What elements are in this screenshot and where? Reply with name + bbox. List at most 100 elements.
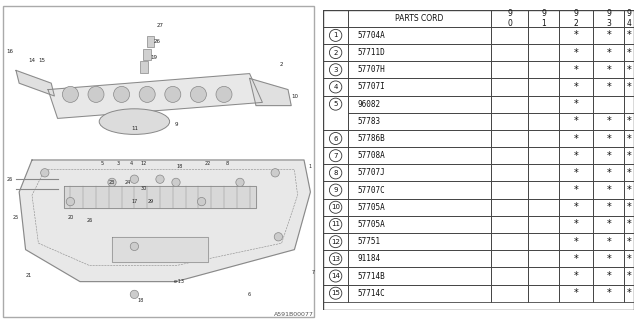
Bar: [624, 181, 634, 199]
Bar: [491, 164, 528, 181]
Text: *: *: [574, 220, 579, 229]
Bar: [348, 78, 491, 96]
Text: 5: 5: [333, 101, 338, 107]
Bar: [323, 250, 348, 268]
Text: 9: 9: [174, 122, 178, 127]
Bar: [348, 10, 491, 27]
Text: *: *: [627, 271, 631, 281]
Text: 2: 2: [280, 61, 284, 67]
Bar: [491, 130, 528, 147]
Text: *: *: [606, 151, 611, 161]
Circle shape: [191, 86, 206, 102]
Text: 9
2: 9 2: [573, 9, 579, 28]
Bar: [348, 199, 491, 216]
Text: 20: 20: [67, 215, 74, 220]
Circle shape: [197, 197, 206, 206]
Bar: [323, 181, 348, 199]
Text: 14: 14: [331, 273, 340, 279]
Text: *: *: [606, 82, 611, 92]
Bar: [624, 199, 634, 216]
Circle shape: [216, 86, 232, 102]
Bar: [323, 10, 348, 27]
Bar: [593, 268, 624, 284]
Bar: [559, 27, 593, 44]
Text: 14: 14: [29, 58, 35, 63]
Bar: [348, 164, 491, 181]
Text: 4: 4: [130, 161, 132, 166]
Text: 24: 24: [125, 180, 131, 185]
Bar: [559, 113, 593, 130]
Text: 57704A: 57704A: [357, 31, 385, 40]
Text: 18: 18: [138, 298, 144, 303]
Text: *: *: [627, 220, 631, 229]
Text: 16: 16: [6, 49, 13, 54]
Text: 2: 2: [333, 50, 338, 56]
Text: *: *: [574, 82, 579, 92]
Polygon shape: [112, 237, 208, 262]
Text: 57714C: 57714C: [357, 289, 385, 298]
Text: PARTS CORD: PARTS CORD: [396, 14, 444, 23]
Circle shape: [330, 184, 342, 196]
Bar: [528, 233, 559, 250]
Circle shape: [330, 236, 342, 248]
Bar: [323, 284, 348, 302]
Circle shape: [108, 178, 116, 187]
Circle shape: [236, 178, 244, 187]
Bar: [491, 113, 528, 130]
Text: 10: 10: [331, 204, 340, 210]
Bar: [593, 250, 624, 268]
Text: 57707H: 57707H: [357, 65, 385, 74]
Bar: [528, 96, 559, 113]
Text: 12: 12: [141, 161, 147, 166]
Bar: [528, 113, 559, 130]
Text: *: *: [606, 168, 611, 178]
Circle shape: [131, 290, 139, 299]
Text: 9
3: 9 3: [606, 9, 611, 28]
Bar: [491, 78, 528, 96]
Bar: [323, 27, 348, 44]
Bar: [593, 164, 624, 181]
Bar: [593, 181, 624, 199]
Circle shape: [172, 178, 180, 187]
Text: 12: 12: [331, 239, 340, 245]
Bar: [348, 250, 491, 268]
Text: *: *: [574, 116, 579, 126]
Bar: [491, 284, 528, 302]
Bar: [559, 216, 593, 233]
Text: 4: 4: [333, 84, 338, 90]
Polygon shape: [19, 160, 310, 282]
Bar: [624, 10, 634, 27]
Bar: [593, 199, 624, 216]
Bar: [491, 96, 528, 113]
Bar: [559, 10, 593, 27]
Circle shape: [156, 175, 164, 183]
Bar: [528, 147, 559, 164]
Bar: [624, 268, 634, 284]
Text: *: *: [627, 202, 631, 212]
Text: 3: 3: [117, 161, 120, 166]
Bar: [491, 181, 528, 199]
Text: 19: 19: [150, 55, 157, 60]
Circle shape: [330, 219, 342, 230]
Bar: [348, 61, 491, 78]
Circle shape: [274, 233, 283, 241]
Bar: [323, 130, 348, 147]
Bar: [348, 147, 491, 164]
Bar: [528, 27, 559, 44]
Text: *: *: [606, 288, 611, 298]
Text: 91184: 91184: [357, 254, 380, 263]
Bar: [593, 284, 624, 302]
Bar: [323, 78, 348, 96]
Text: *: *: [627, 237, 631, 247]
Ellipse shape: [99, 109, 170, 134]
Text: *: *: [627, 116, 631, 126]
Bar: [624, 147, 634, 164]
Text: *: *: [574, 271, 579, 281]
Bar: [528, 284, 559, 302]
Bar: [559, 130, 593, 147]
Bar: [593, 233, 624, 250]
Text: *: *: [574, 65, 579, 75]
Bar: [559, 181, 593, 199]
Bar: [323, 199, 348, 216]
Bar: [593, 27, 624, 44]
